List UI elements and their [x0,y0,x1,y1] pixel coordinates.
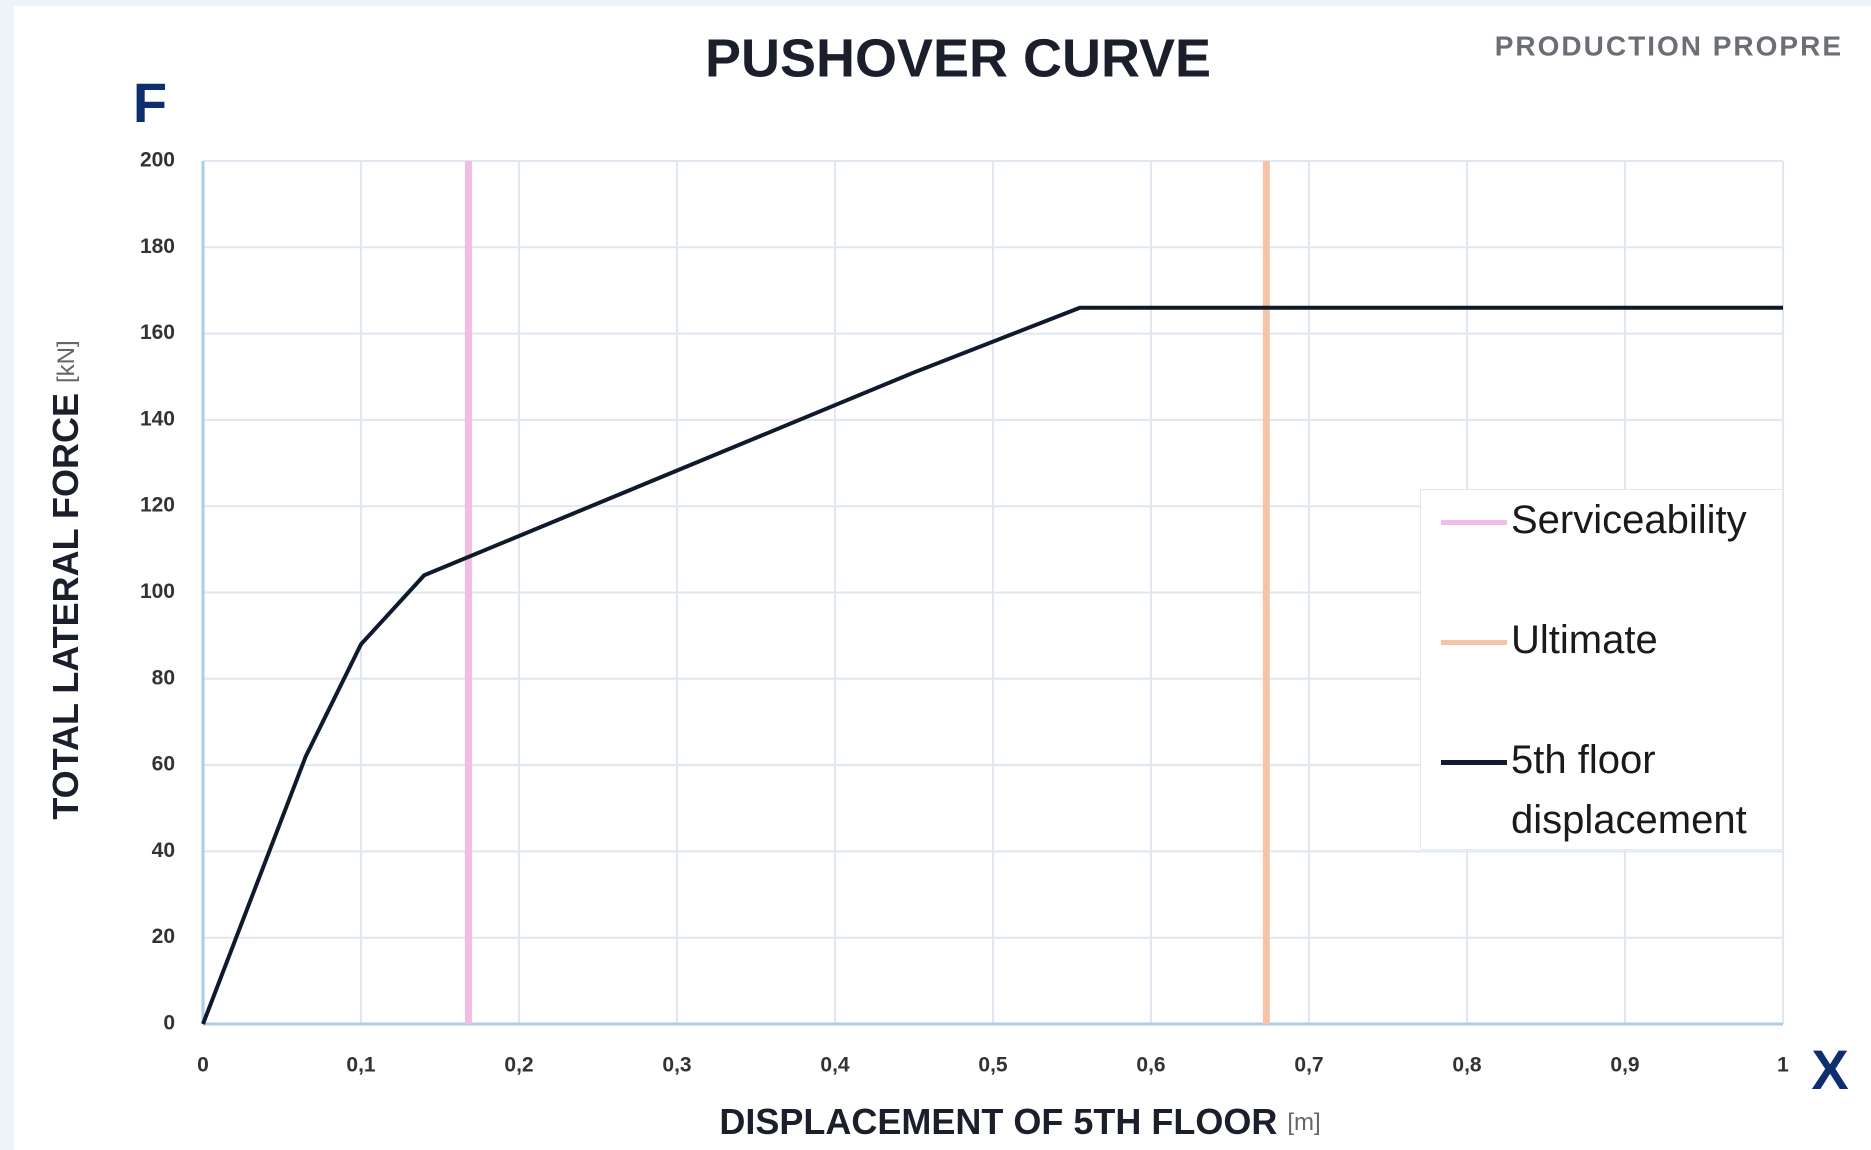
x-tick-label: 0,3 [662,1054,691,1077]
y-tick-label: 40 [152,839,175,862]
force-symbol: F [133,71,167,134]
y-tick-label: 100 [140,580,175,603]
x-label: DISPLACEMENT OF 5TH FLOOR [719,1101,1277,1142]
y-axis-label: TOTAL LATERAL FORCE [kN] [45,340,86,819]
x-tick-label: 1 [1777,1054,1789,1077]
curve [201,305,1783,1025]
x-tick-label: 0,9 [1610,1054,1639,1077]
x-tick-label: 0,7 [1294,1054,1323,1077]
y-tick-label: 140 [140,407,175,430]
legend-item: Ultimate [1441,610,1772,730]
y-tick-label: 180 [140,235,175,258]
legend-label: 5th floor displacement [1511,738,1747,842]
x-tick-label: 0,1 [346,1054,376,1077]
legend-item: 5th floor displacement [1441,730,1772,850]
x-tick-label: 0 [197,1054,209,1077]
legend-label: Ultimate [1511,618,1658,662]
y-tick-label: 80 [152,666,175,689]
legend-swatch [1441,760,1507,765]
y-unit: [kN] [53,340,80,383]
y-tick-label: 60 [152,753,175,776]
x-tick-label: 0,6 [1136,1054,1165,1077]
y-tick-label: 20 [152,925,175,948]
y-tick-label: 160 [140,321,175,344]
chart-title: PUSHOVER CURVE [705,28,1211,88]
x-tick-label: 0,5 [978,1054,1008,1077]
legend-swatch [1441,640,1507,645]
displacement-symbol: X [1811,1038,1848,1101]
x-tick-label: 0,2 [504,1054,533,1077]
legend: Serviceability Ultimate 5th floor displace… [1420,489,1783,850]
y-tick-label: 200 [140,149,175,172]
x-axis-label: DISPLACEMENT OF 5TH FLOOR [m] [719,1101,1320,1142]
x-tick-label: 0,8 [1452,1054,1482,1077]
brand: PRODUCTION PROPRE [1495,30,1843,61]
legend-item: Serviceability [1441,490,1772,610]
y-tick-label: 120 [140,494,175,517]
y-label: TOTAL LATERAL FORCE [45,393,86,820]
legend-label: Serviceability [1511,498,1747,542]
x-tick-label: 0,4 [820,1054,850,1077]
x-unit: [m] [1287,1109,1320,1136]
y-tick-label: 0 [163,1012,175,1035]
legend-swatch [1441,520,1507,525]
